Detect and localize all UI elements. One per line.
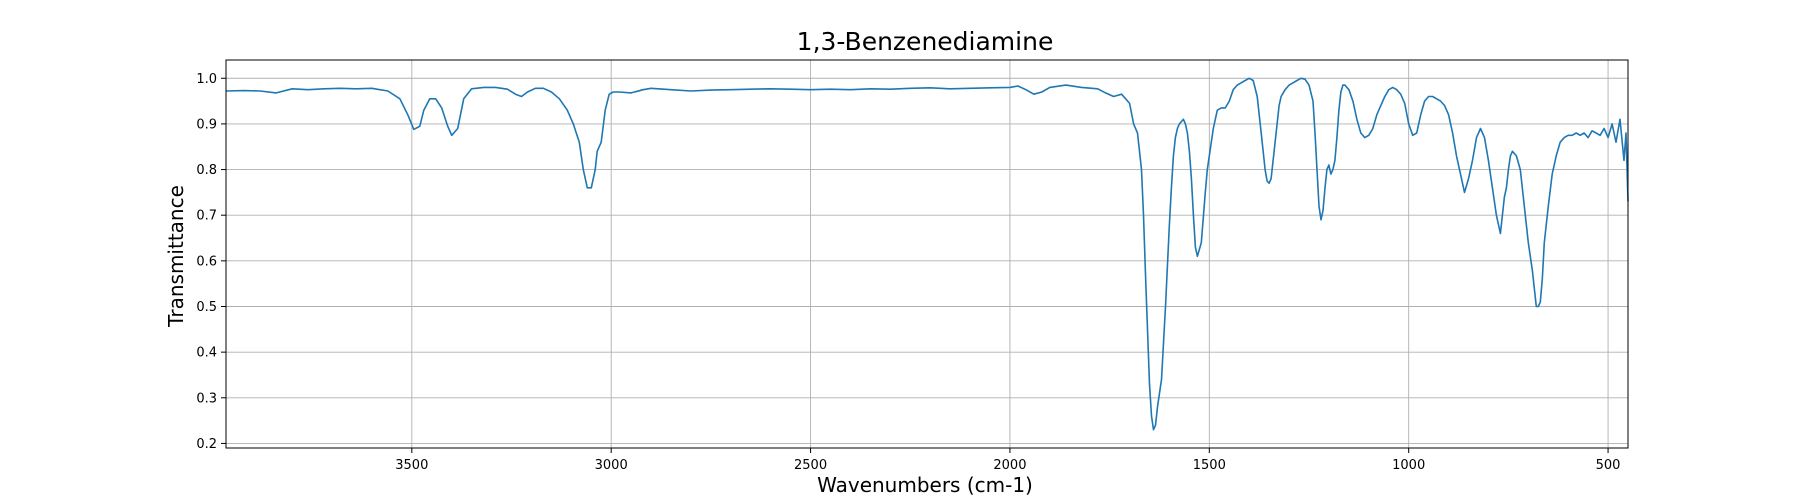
grid (226, 60, 1628, 448)
y-tick-label: 0.8 (196, 163, 217, 178)
x-axis-label: Wavenumbers (cm-1) (817, 473, 1033, 497)
y-tick-label: 0.7 (196, 209, 217, 224)
y-tick-label: 0.9 (196, 117, 217, 132)
x-tick-label: 500 (1596, 458, 1621, 473)
x-tick-label: 1500 (1193, 458, 1226, 473)
y-tick-label: 0.2 (196, 437, 217, 452)
y-tick-label: 1.0 (196, 72, 217, 87)
y-axis-label: Transmittance (164, 185, 188, 328)
x-tick-label: 3500 (395, 458, 428, 473)
chart-title: 1,3-Benzenediamine (797, 27, 1054, 56)
plot-frame (225, 59, 1629, 449)
x-tick-label: 3000 (595, 458, 628, 473)
x-tick-label: 2000 (993, 458, 1026, 473)
spectrum-line (225, 77, 1629, 431)
y-tick-label: 0.6 (196, 254, 217, 269)
x-tick-label: 1000 (1392, 458, 1425, 473)
x-tick-label: 2500 (794, 458, 827, 473)
y-tick-label: 0.5 (196, 300, 217, 315)
y-tick-label: 0.4 (196, 346, 217, 361)
y-tick-label: 0.3 (196, 391, 217, 406)
axis-ticks: 3500 3000 2500 2000 1500 1000 500 0.2 0.3 0.4 0.5 0… (196, 72, 1620, 473)
